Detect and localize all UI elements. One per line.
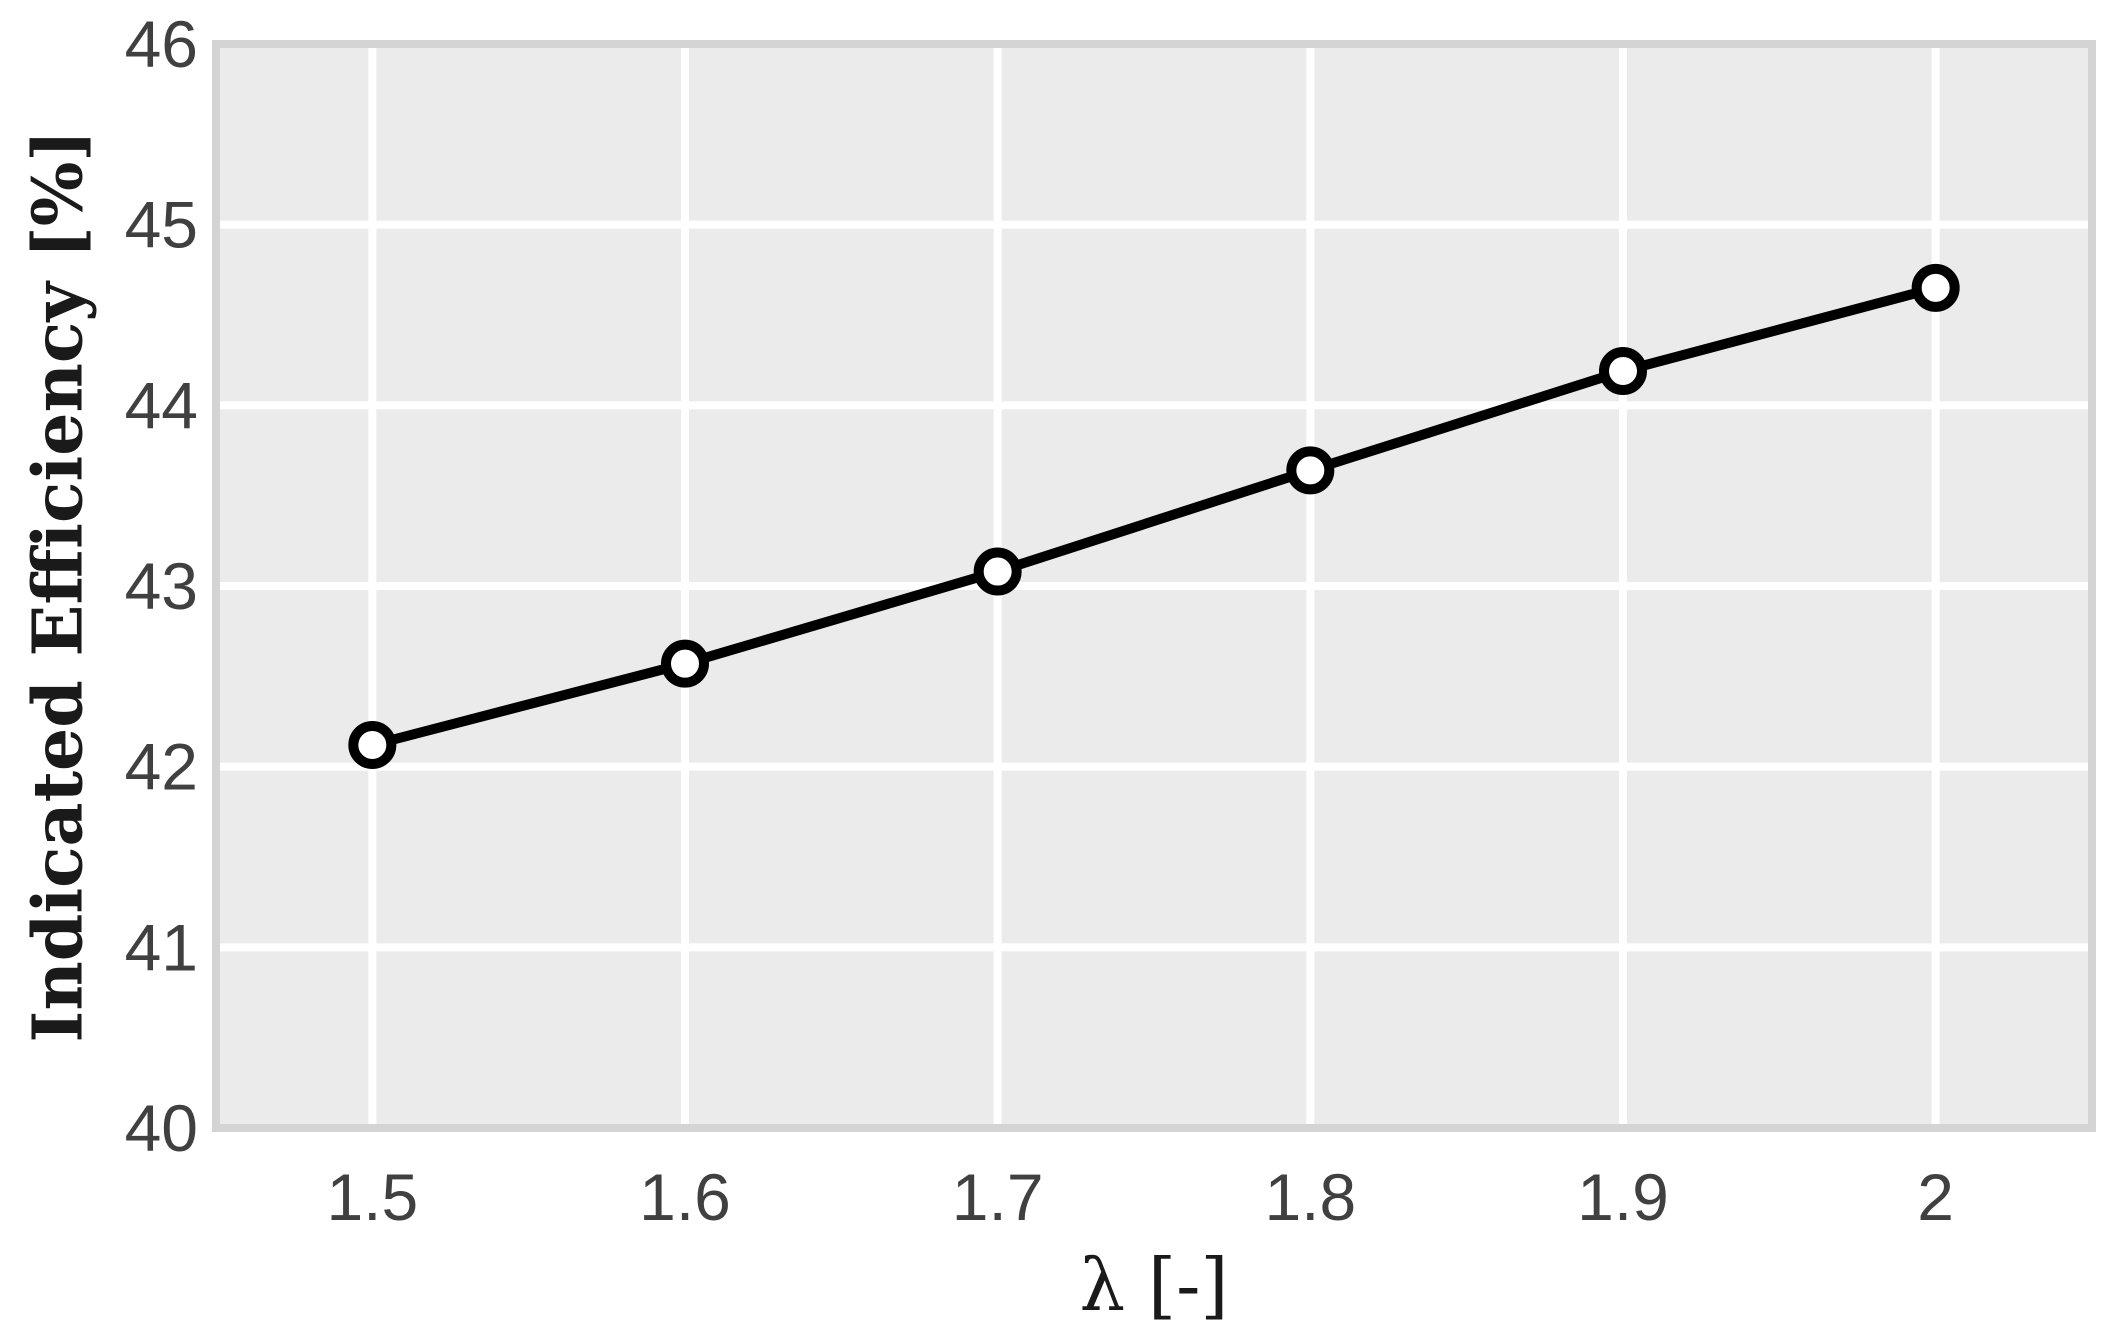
x-tick-label: 1.8	[1264, 1160, 1356, 1234]
x-tick-label: 2	[1917, 1160, 1954, 1234]
y-tick-label: 46	[125, 7, 198, 81]
y-tick-labels: 40 41 42 43 44 45 46	[125, 7, 198, 1165]
series-layer	[348, 263, 1960, 769]
y-tick-label: 43	[125, 549, 198, 623]
y-tick-label: 41	[125, 910, 198, 984]
y-tick-label: 45	[125, 188, 198, 262]
data-point	[973, 547, 1022, 596]
x-tick-label: 1.5	[326, 1160, 418, 1234]
x-axis-label: λ [-]	[1079, 1243, 1228, 1327]
x-tick-label: 1.9	[1577, 1160, 1669, 1234]
y-tick-label: 44	[125, 368, 198, 442]
x-tick-labels: 1.5 1.6 1.7 1.8 1.9 2	[326, 1160, 1954, 1234]
series-line	[367, 282, 1941, 750]
x-tick-label: 1.6	[639, 1160, 731, 1234]
data-point	[1911, 263, 1960, 312]
y-axis-label: Indicated Efficiency [%]	[19, 130, 99, 1043]
y-tick-label: 40	[125, 1091, 198, 1165]
x-tick-label: 1.7	[952, 1160, 1044, 1234]
data-point	[348, 720, 397, 769]
plot-frame	[212, 40, 2096, 1132]
y-tick-label: 42	[125, 730, 198, 804]
data-point	[661, 639, 709, 688]
data-point	[1286, 446, 1335, 495]
data-point	[1599, 347, 1647, 396]
